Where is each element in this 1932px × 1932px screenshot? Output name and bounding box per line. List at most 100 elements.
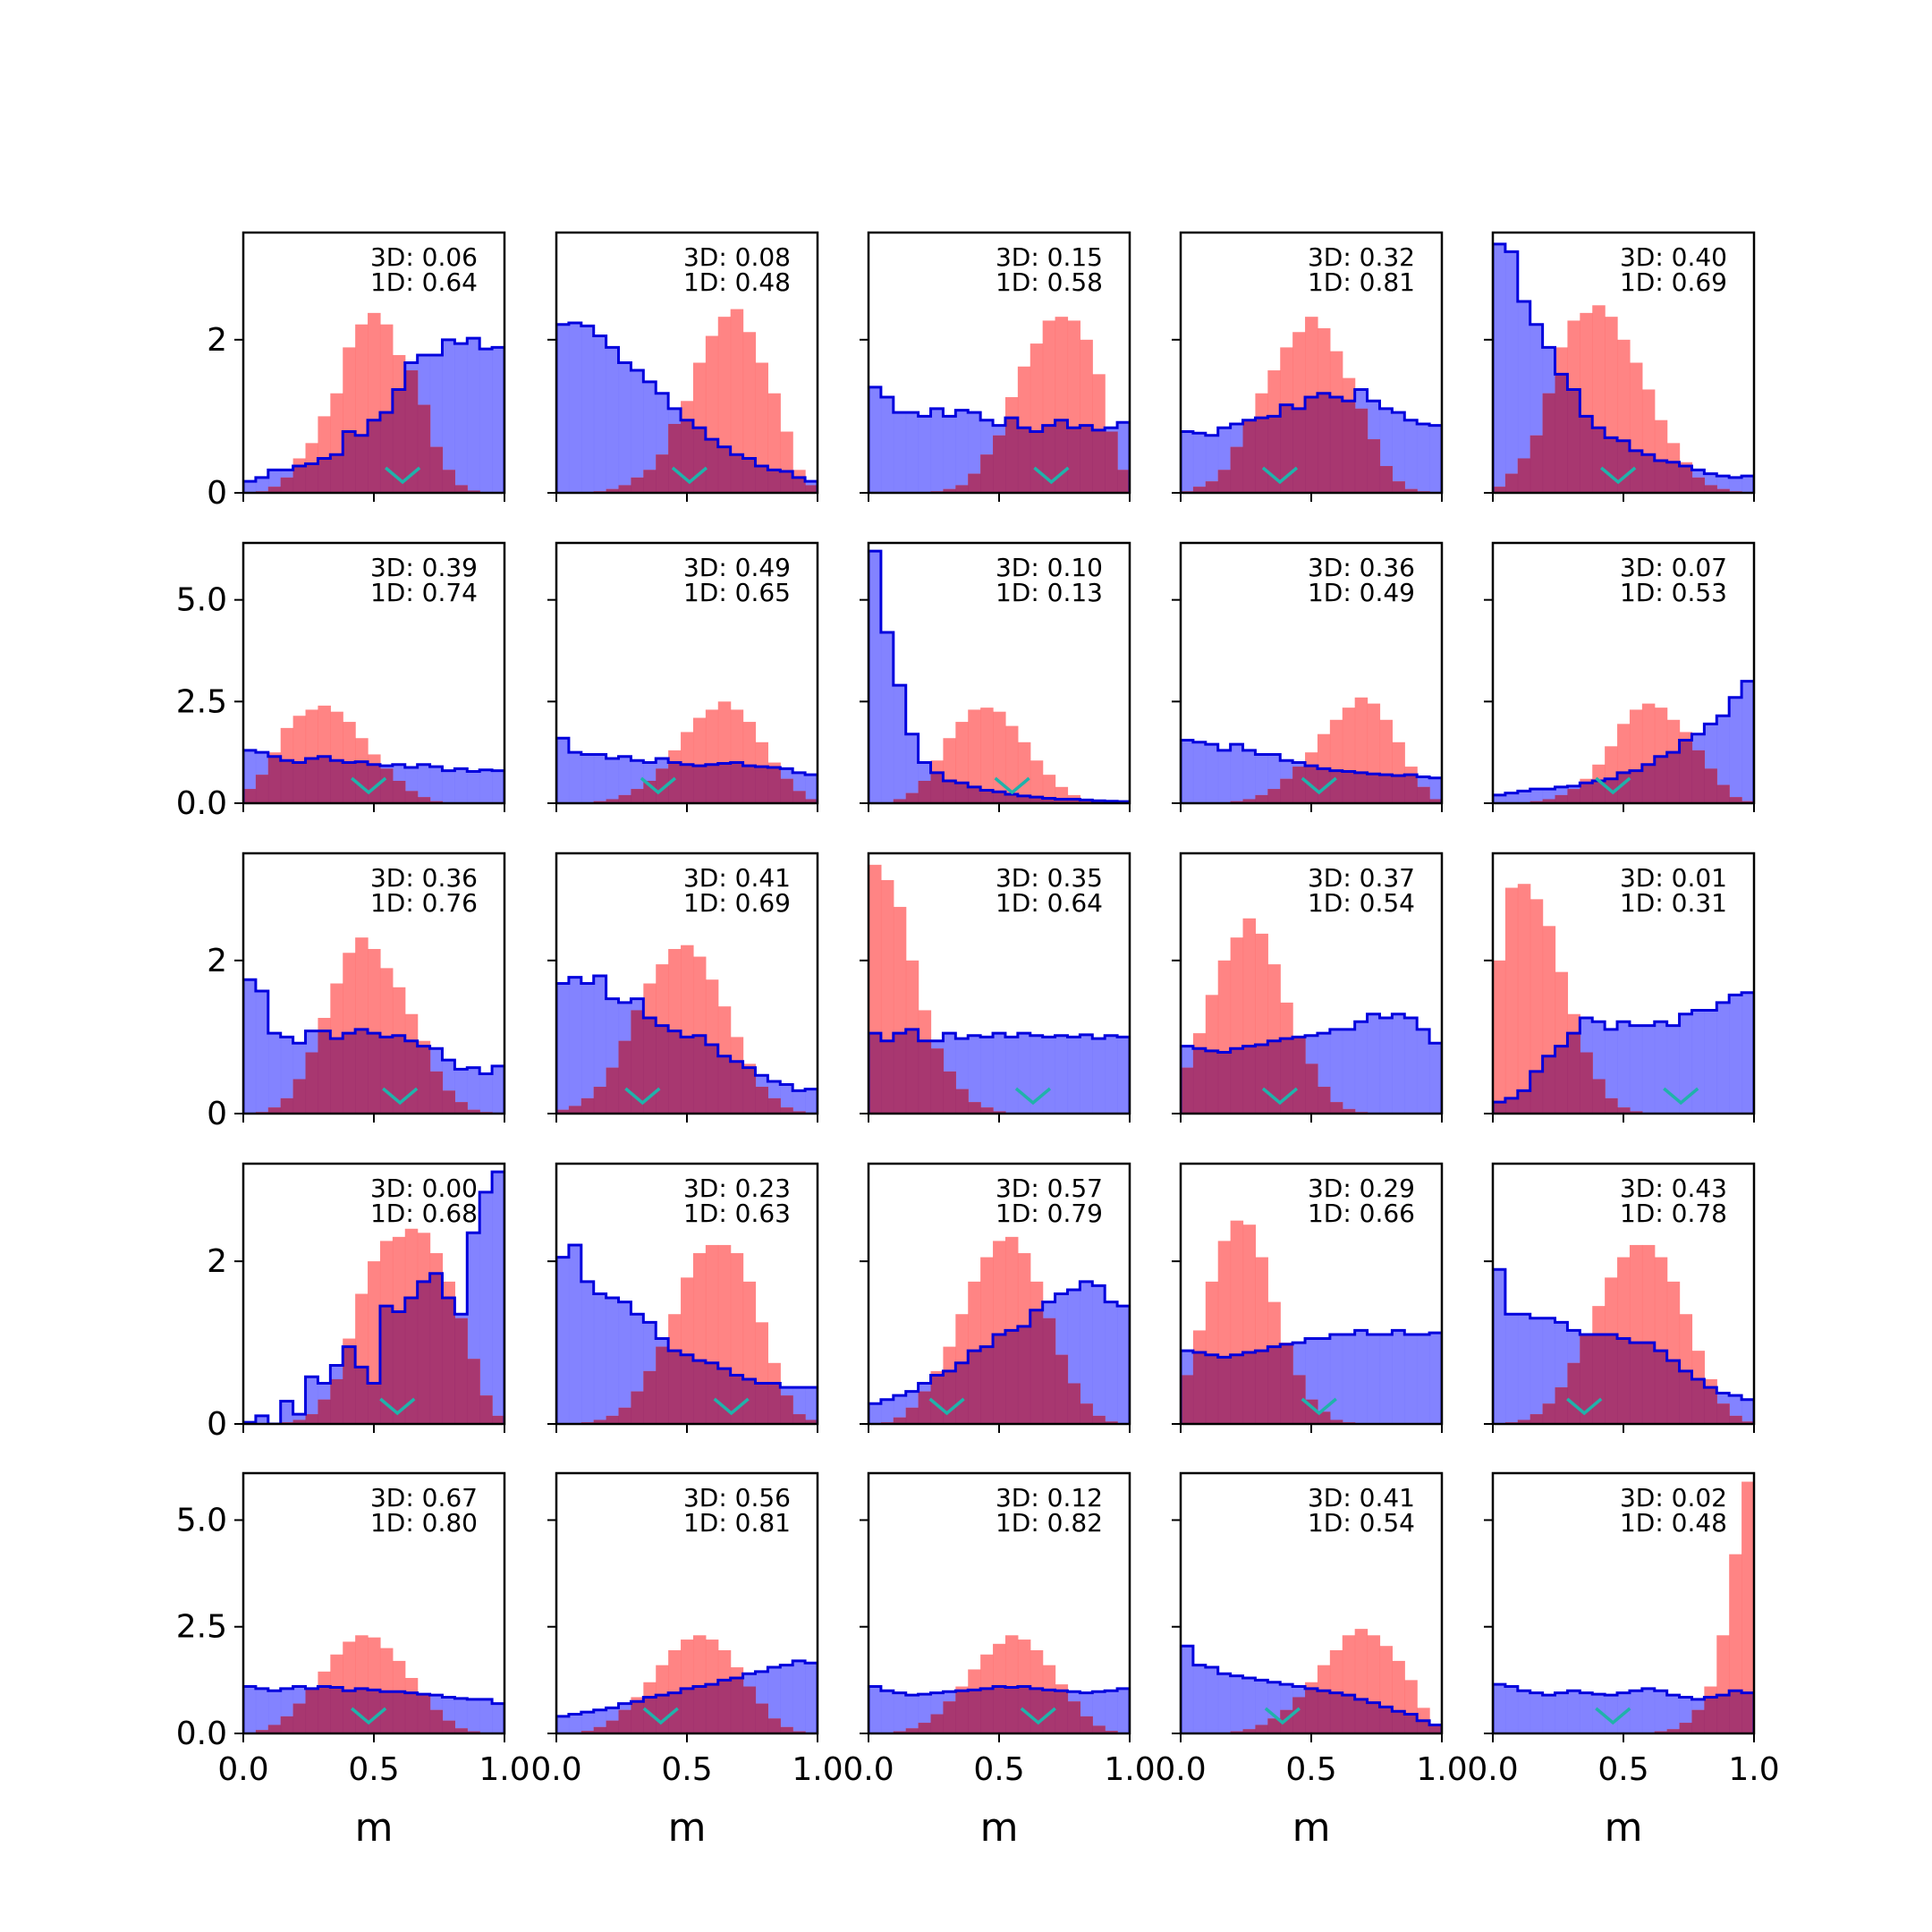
plot-area	[556, 309, 818, 493]
overlap-bar	[780, 471, 793, 493]
marker-v	[928, 1397, 965, 1416]
overlap-bar	[993, 792, 1006, 803]
blue-bar	[1017, 1033, 1031, 1114]
overlap-bar	[280, 760, 294, 803]
overlap-bar	[1105, 1421, 1118, 1424]
overlap-bar	[668, 762, 682, 803]
overlap-bar	[1192, 1048, 1207, 1114]
blue-bar	[1741, 476, 1754, 493]
overlap-bar	[1242, 1046, 1257, 1114]
overlap-bar	[1679, 1370, 1693, 1424]
marker-v	[382, 1087, 419, 1106]
blue-bar	[1205, 744, 1219, 803]
blue-bar	[1716, 476, 1730, 493]
overlap-bar	[1042, 425, 1056, 493]
red-bar	[742, 332, 757, 493]
overlap-bar	[1205, 481, 1219, 493]
blue-bar	[780, 1665, 793, 1733]
overlap-bar	[780, 1395, 793, 1424]
blue-bar	[880, 1690, 894, 1733]
annotation-3d: 3D: 0.39	[370, 553, 478, 582]
blue-bar	[880, 397, 894, 493]
overlap-bar	[1517, 1090, 1531, 1114]
overlap-bar	[1354, 772, 1368, 803]
marker-v	[624, 1087, 661, 1106]
y-tick-label: 5.0	[176, 582, 227, 619]
overlap-bar	[1629, 770, 1643, 803]
blue-step-line	[556, 736, 818, 803]
blue-bar	[1530, 1692, 1544, 1733]
red-bar	[767, 393, 781, 493]
overlap-bar	[1017, 795, 1031, 803]
blue-bar	[1493, 1269, 1506, 1424]
overlap-bar	[429, 446, 444, 493]
y-tick-label: 5.0	[176, 1502, 227, 1538]
overlap-bar	[631, 477, 644, 493]
overlap-bar	[1654, 756, 1668, 803]
blue-bar	[893, 1395, 907, 1424]
overlap-bar	[255, 1730, 269, 1733]
blue-bar	[280, 1401, 294, 1424]
overlap-bar	[930, 1048, 945, 1114]
blue-bar	[1504, 251, 1519, 493]
marker-v	[1595, 1707, 1631, 1725]
overlap-bar	[1004, 1687, 1019, 1733]
marker-v	[1301, 1397, 1337, 1416]
annotation-3d: 3D: 0.37	[1308, 863, 1415, 893]
overlap-bar	[1305, 1688, 1318, 1733]
blue-step-line	[1181, 739, 1442, 803]
annotation-1d: 1D: 0.81	[683, 1508, 791, 1538]
overlap-bar	[668, 1351, 682, 1424]
overlap-bar	[1080, 1716, 1093, 1733]
blue-bar	[593, 975, 607, 1114]
overlap-bar	[593, 1419, 607, 1424]
overlap-bar	[1580, 783, 1593, 803]
overlap-bar	[1417, 1720, 1430, 1733]
blue-bar	[1329, 1334, 1343, 1424]
blue-bar	[1517, 1690, 1531, 1733]
overlap-bar	[1342, 1108, 1356, 1114]
overlap-bar	[767, 1718, 781, 1733]
overlap-bar	[893, 799, 907, 803]
blue-bar	[479, 769, 493, 803]
blue-step-line	[1181, 1013, 1442, 1114]
overlap-bar	[792, 1414, 806, 1424]
overlap-bar	[668, 1692, 682, 1733]
annotation-3d: 3D: 0.56	[683, 1483, 791, 1513]
blue-bar	[1379, 1018, 1393, 1114]
overlap-bar	[767, 1383, 781, 1424]
overlap-bar	[930, 1714, 945, 1733]
overlap-bar	[730, 1677, 744, 1733]
marker-v	[994, 776, 1030, 795]
blue-bar	[568, 752, 582, 803]
overlap-bar	[1317, 1087, 1331, 1114]
blue-step-line	[243, 978, 504, 1114]
blue-step-line	[869, 549, 1130, 803]
overlap-bar	[955, 1362, 969, 1424]
blue-bar	[1379, 1334, 1393, 1424]
overlap-bar	[1030, 1309, 1044, 1424]
overlap-bar	[1555, 1046, 1569, 1114]
overlap-bar	[681, 1688, 694, 1733]
x-tick-label: 0.5	[1285, 1751, 1336, 1788]
overlap-bar	[780, 1726, 793, 1733]
marker-v	[640, 776, 677, 795]
annotation-3d: 3D: 0.10	[996, 553, 1103, 582]
blue-bar	[492, 1065, 504, 1114]
overlap-bar	[1716, 784, 1730, 803]
overlap-bar	[1205, 1050, 1219, 1114]
blue-bar	[805, 1387, 818, 1424]
overlap-bar	[404, 1040, 419, 1114]
overlap-bar	[1379, 775, 1393, 803]
overlap-bar	[1517, 1419, 1531, 1424]
blue-step-line	[1493, 991, 1754, 1114]
blue-bar	[869, 1686, 882, 1733]
overlap-bar	[454, 1102, 468, 1114]
overlap-bar	[1217, 1357, 1232, 1424]
overlap-bar	[1392, 775, 1405, 803]
